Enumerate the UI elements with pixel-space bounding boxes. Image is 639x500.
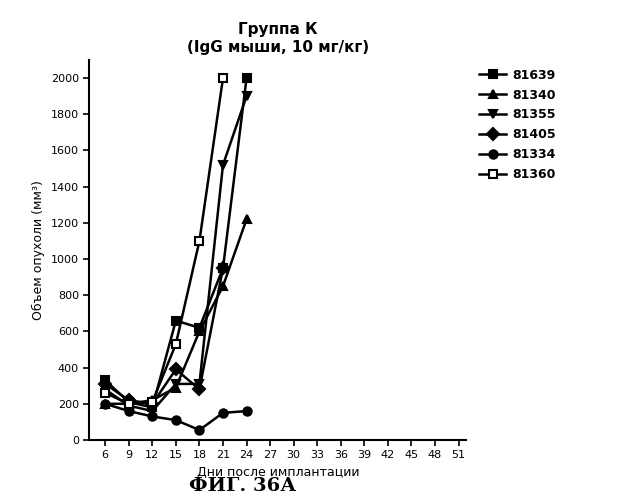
- 81405: [196, 386, 203, 392]
- Line: 81340: 81340: [101, 215, 250, 408]
- 81334: [219, 410, 227, 416]
- Line: 81360: 81360: [101, 74, 227, 408]
- 81639: [196, 325, 203, 331]
- Y-axis label: Объем опухоли (мм³): Объем опухоли (мм³): [33, 180, 45, 320]
- 81340: [172, 384, 180, 390]
- 81355: [125, 402, 132, 408]
- 81340: [243, 216, 250, 222]
- 81340: [102, 401, 109, 407]
- 81355: [172, 381, 180, 387]
- 81360: [172, 341, 180, 347]
- 81340: [196, 328, 203, 334]
- 81639: [243, 75, 250, 81]
- 81405: [102, 381, 109, 387]
- 81360: [219, 75, 227, 81]
- 81340: [148, 397, 156, 403]
- 81360: [148, 399, 156, 405]
- 81639: [219, 265, 227, 271]
- 81639: [102, 378, 109, 384]
- 81355: [243, 93, 250, 99]
- 81340: [125, 401, 132, 407]
- Line: 81355: 81355: [101, 92, 250, 415]
- 81355: [148, 408, 156, 414]
- Text: ФИГ. 36А: ФИГ. 36А: [189, 477, 296, 495]
- 81334: [196, 427, 203, 433]
- Line: 81405: 81405: [101, 264, 227, 408]
- Title: Группа К
(IgG мыши, 10 мг/кг): Группа К (IgG мыши, 10 мг/кг): [187, 22, 369, 54]
- 81405: [172, 366, 180, 372]
- 81360: [125, 401, 132, 407]
- 81334: [172, 417, 180, 423]
- 81355: [102, 386, 109, 392]
- 81360: [102, 390, 109, 396]
- 81340: [219, 283, 227, 289]
- 81639: [148, 404, 156, 410]
- 81639: [125, 399, 132, 405]
- 81405: [148, 401, 156, 407]
- 81334: [102, 401, 109, 407]
- 81355: [219, 162, 227, 168]
- 81405: [125, 397, 132, 403]
- Line: 81334: 81334: [101, 400, 250, 434]
- Line: 81639: 81639: [101, 74, 250, 411]
- 81334: [148, 414, 156, 420]
- 81639: [172, 318, 180, 324]
- Legend: 81639, 81340, 81355, 81405, 81334, 81360: 81639, 81340, 81355, 81405, 81334, 81360: [477, 66, 559, 184]
- 81405: [219, 265, 227, 271]
- X-axis label: Дни после имплантации: Дни после имплантации: [197, 466, 359, 479]
- 81355: [196, 381, 203, 387]
- 81334: [243, 408, 250, 414]
- 81334: [125, 408, 132, 414]
- 81360: [196, 238, 203, 244]
